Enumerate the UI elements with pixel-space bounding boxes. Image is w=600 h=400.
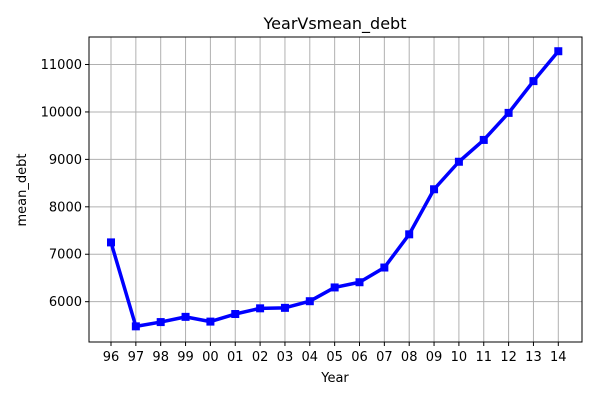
x-tick-label: 99 (177, 350, 194, 365)
data-point-marker (380, 263, 389, 272)
data-point-marker (554, 47, 563, 56)
y-tick-label: 10000 (41, 105, 82, 120)
x-tick-label: 12 (500, 350, 517, 365)
x-tick-label: 07 (376, 350, 393, 365)
data-point-marker (479, 135, 488, 144)
x-tick-label: 13 (525, 350, 542, 365)
x-tick-label: 00 (202, 350, 219, 365)
x-tick-label: 08 (401, 350, 418, 365)
x-tick-label: 10 (451, 350, 468, 365)
data-point-marker (107, 238, 115, 247)
data-point-marker (206, 317, 215, 326)
data-point-marker (305, 297, 314, 306)
x-tick-label: 96 (103, 350, 120, 365)
data-point-marker (454, 157, 463, 166)
y-tick-label: 11000 (41, 58, 82, 73)
data-point-marker (181, 312, 190, 321)
x-tick-label: 09 (426, 350, 443, 365)
x-axis-label: Year (320, 371, 349, 386)
x-tick-label: 03 (277, 350, 294, 365)
data-point-marker (131, 322, 140, 331)
data-point-marker (430, 185, 439, 194)
chart-title: YearVsmean_debt (263, 14, 407, 34)
x-tick-label: 11 (475, 350, 492, 365)
x-tick-label: 06 (351, 350, 368, 365)
data-point-marker (529, 77, 538, 86)
y-tick-label: 7000 (49, 248, 82, 263)
grid-layer (89, 37, 582, 342)
y-tick-label: 9000 (49, 153, 82, 168)
data-point-marker (231, 310, 240, 319)
data-point-marker (280, 303, 289, 312)
y-axis-label: mean_debt (15, 154, 30, 227)
data-point-marker (504, 108, 513, 117)
data-point-marker (156, 318, 165, 327)
data-point-marker (330, 283, 339, 292)
tick-layer: 96 97 98 99 00 01 02 03 04 05 06 07 08 09 10 11 12 13 14 60… (41, 58, 567, 365)
data-point-marker (256, 304, 265, 313)
x-tick-label: 14 (550, 350, 567, 365)
x-tick-label: 98 (152, 350, 169, 365)
x-tick-label: 02 (252, 350, 269, 365)
data-point-marker (405, 230, 414, 239)
x-tick-label: 04 (302, 350, 319, 365)
x-tick-label: 01 (227, 350, 244, 365)
x-tick-label: 05 (326, 350, 343, 365)
x-tick-label: 97 (128, 350, 145, 365)
y-tick-label: 8000 (49, 200, 82, 215)
plot-frame (88, 36, 583, 343)
data-point-marker (355, 278, 364, 287)
series-layer (107, 47, 563, 331)
y-tick-label: 6000 (49, 295, 82, 310)
